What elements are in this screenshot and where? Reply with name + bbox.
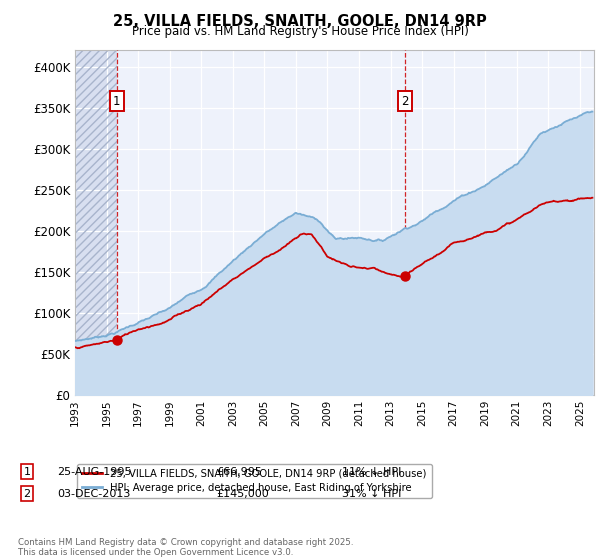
Text: 1: 1	[113, 95, 121, 108]
Text: 25, VILLA FIELDS, SNAITH, GOOLE, DN14 9RP: 25, VILLA FIELDS, SNAITH, GOOLE, DN14 9R…	[113, 14, 487, 29]
Text: 2: 2	[23, 489, 31, 499]
Text: 11% ↓ HPI: 11% ↓ HPI	[342, 466, 401, 477]
Bar	[75, 50, 117, 395]
Text: 31% ↓ HPI: 31% ↓ HPI	[342, 489, 401, 499]
Text: 1: 1	[23, 466, 31, 477]
Text: £66,995: £66,995	[216, 466, 262, 477]
Text: 03-DEC-2013: 03-DEC-2013	[57, 489, 130, 499]
Text: Price paid vs. HM Land Registry's House Price Index (HPI): Price paid vs. HM Land Registry's House …	[131, 25, 469, 38]
Text: £145,000: £145,000	[216, 489, 269, 499]
Text: 2: 2	[401, 95, 409, 108]
Text: Contains HM Land Registry data © Crown copyright and database right 2025.
This d: Contains HM Land Registry data © Crown c…	[18, 538, 353, 557]
Legend: 25, VILLA FIELDS, SNAITH, GOOLE, DN14 9RP (detached house), HPI: Average price, : 25, VILLA FIELDS, SNAITH, GOOLE, DN14 9R…	[77, 464, 432, 497]
Text: 25-AUG-1995: 25-AUG-1995	[57, 466, 131, 477]
